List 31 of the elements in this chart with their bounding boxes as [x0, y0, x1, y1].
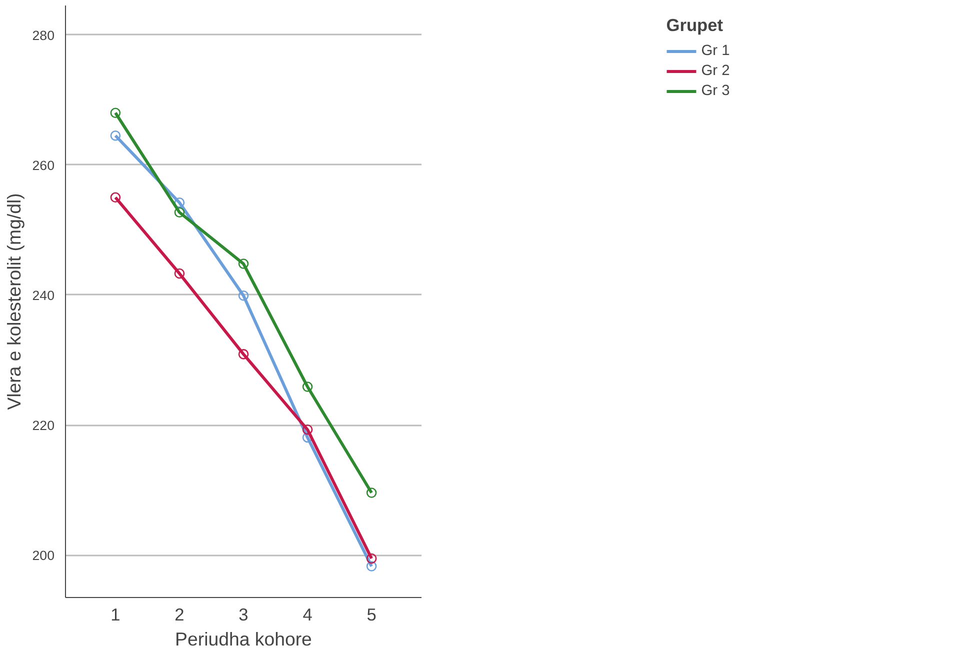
legend-label: Gr 2: [701, 63, 730, 79]
point: [238, 258, 249, 269]
point: [238, 290, 249, 301]
point: [302, 424, 313, 435]
point: [238, 349, 249, 360]
point: [302, 432, 313, 443]
legend-label: Gr 3: [701, 83, 730, 99]
x-tick-label: 1: [110, 604, 120, 624]
x-tick-label: 2: [174, 604, 184, 624]
point: [302, 382, 313, 392]
point: [366, 561, 377, 572]
point: [174, 197, 185, 208]
x-tick-label: 5: [366, 604, 376, 624]
legend-title: Grupet: [666, 15, 724, 36]
point: [366, 488, 377, 498]
point: [110, 108, 121, 118]
y-axis-title: Vlera e kolesterolit (mg/dl): [3, 193, 24, 410]
point: [174, 207, 185, 218]
x-tick-label: 3: [238, 604, 248, 624]
y-tick-label: 280: [32, 28, 55, 43]
y-tick-label: 240: [32, 288, 55, 303]
y-tick-label: 220: [32, 418, 55, 434]
legend-label: Gr 1: [701, 43, 730, 59]
point: [110, 130, 121, 141]
point: [110, 192, 121, 203]
y-tick-label: 200: [32, 548, 55, 564]
x-tick-label: 4: [302, 604, 313, 624]
point: [174, 268, 185, 279]
point: [366, 553, 377, 564]
x-axis-title: Periudha kohore: [175, 628, 312, 650]
y-tick-label: 260: [32, 158, 55, 173]
